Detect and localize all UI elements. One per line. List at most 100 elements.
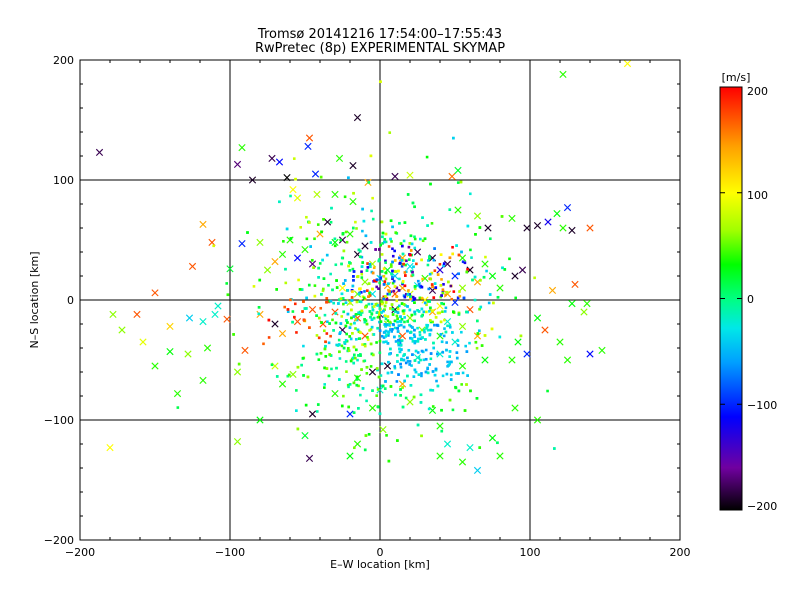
data-point bbox=[389, 307, 392, 310]
data-point-stroke bbox=[451, 298, 459, 306]
data-point bbox=[368, 310, 372, 313]
data-point bbox=[343, 341, 346, 344]
data-point bbox=[327, 341, 331, 345]
data-point bbox=[444, 330, 448, 334]
data-point bbox=[233, 160, 242, 168]
data-point bbox=[426, 323, 430, 327]
data-point bbox=[359, 291, 363, 294]
data-point bbox=[426, 263, 430, 267]
data-point bbox=[289, 194, 292, 198]
data-point bbox=[421, 274, 429, 282]
data-point bbox=[411, 353, 414, 356]
data-point bbox=[384, 261, 387, 264]
data-point bbox=[463, 261, 467, 265]
data-point bbox=[411, 201, 415, 205]
data-point bbox=[339, 322, 343, 325]
data-point bbox=[480, 344, 484, 347]
data-point bbox=[238, 240, 246, 248]
data-point bbox=[465, 270, 469, 274]
data-point bbox=[363, 318, 366, 321]
data-point bbox=[319, 306, 323, 310]
data-point bbox=[359, 331, 362, 334]
data-point bbox=[429, 328, 433, 332]
data-point bbox=[389, 385, 393, 388]
data-point bbox=[394, 393, 397, 397]
data-point bbox=[391, 313, 395, 316]
data-point bbox=[473, 212, 482, 220]
data-point bbox=[466, 374, 469, 377]
data-point-stroke bbox=[361, 278, 369, 286]
data-point bbox=[392, 269, 396, 273]
data-point bbox=[477, 329, 481, 333]
data-point bbox=[375, 278, 379, 282]
colorbar-tick-label: −200 bbox=[747, 500, 777, 513]
data-point-stroke bbox=[248, 176, 257, 184]
data-point bbox=[413, 328, 416, 332]
data-point-stroke bbox=[268, 154, 276, 162]
data-point-stroke bbox=[289, 370, 297, 378]
data-point bbox=[462, 296, 466, 300]
data-point bbox=[479, 305, 483, 309]
data-point bbox=[351, 267, 355, 271]
data-point bbox=[398, 256, 401, 260]
data-point bbox=[401, 280, 405, 283]
data-point bbox=[345, 370, 348, 373]
data-point bbox=[287, 373, 291, 377]
data-point-stroke bbox=[346, 452, 354, 460]
data-point bbox=[340, 262, 343, 266]
data-point bbox=[361, 261, 365, 264]
data-point bbox=[268, 154, 276, 162]
data-point bbox=[386, 371, 390, 375]
data-point bbox=[323, 313, 327, 317]
data-point bbox=[331, 288, 334, 292]
data-point-stroke bbox=[481, 356, 489, 364]
data-point bbox=[407, 245, 411, 249]
data-point bbox=[351, 226, 355, 230]
data-point bbox=[139, 338, 147, 346]
data-point-stroke bbox=[319, 320, 327, 328]
data-point bbox=[488, 434, 497, 442]
data-point bbox=[241, 346, 249, 354]
data-point bbox=[409, 249, 413, 252]
data-point bbox=[436, 352, 439, 356]
data-point bbox=[346, 346, 350, 350]
data-point bbox=[350, 299, 354, 302]
data-point bbox=[404, 274, 407, 277]
data-point bbox=[380, 270, 384, 273]
data-point bbox=[305, 454, 314, 462]
data-point bbox=[474, 233, 477, 236]
data-point bbox=[389, 347, 392, 351]
data-point bbox=[420, 349, 424, 353]
data-point bbox=[416, 340, 420, 343]
data-point bbox=[393, 319, 397, 323]
data-point bbox=[458, 284, 467, 292]
data-point bbox=[442, 334, 446, 338]
data-point-stroke bbox=[166, 322, 174, 330]
data-point bbox=[399, 394, 402, 397]
data-point bbox=[291, 310, 295, 313]
data-point bbox=[393, 326, 397, 330]
data-point bbox=[442, 283, 445, 286]
data-point bbox=[425, 155, 429, 159]
data-point bbox=[406, 293, 410, 296]
data-point bbox=[408, 363, 411, 366]
data-point bbox=[355, 300, 359, 304]
data-point bbox=[305, 215, 308, 219]
data-point bbox=[424, 357, 428, 361]
data-point bbox=[323, 218, 332, 226]
data-point-stroke bbox=[559, 70, 567, 78]
data-point bbox=[403, 353, 406, 356]
data-point bbox=[406, 398, 414, 406]
data-point bbox=[396, 330, 400, 333]
data-point bbox=[369, 328, 373, 331]
data-point bbox=[413, 301, 416, 304]
data-point bbox=[399, 242, 403, 245]
data-point bbox=[571, 280, 579, 288]
data-point bbox=[387, 245, 391, 248]
data-point bbox=[353, 353, 356, 357]
data-point bbox=[305, 307, 308, 310]
data-point bbox=[461, 260, 465, 264]
data-point bbox=[387, 334, 390, 337]
data-point bbox=[337, 338, 341, 342]
data-point bbox=[481, 356, 489, 364]
